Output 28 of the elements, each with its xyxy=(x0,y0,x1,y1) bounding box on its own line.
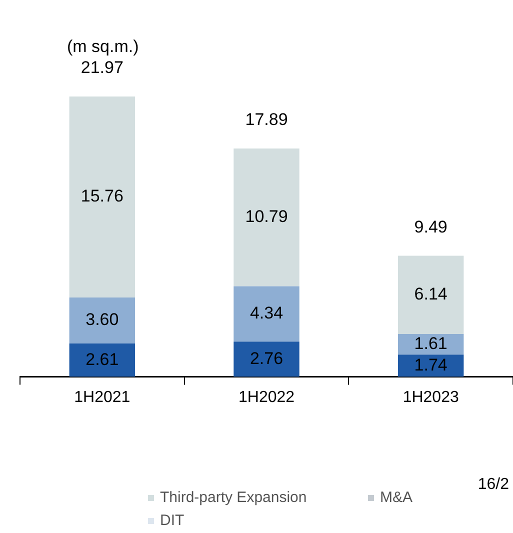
bar xyxy=(69,298,136,344)
data-label: 2.76 xyxy=(250,348,284,368)
data-label: 3.60 xyxy=(86,310,119,330)
total-label: 9.49 xyxy=(414,217,448,236)
bar xyxy=(69,96,136,298)
x-tick-label: 1H2022 xyxy=(238,388,295,406)
x-tick-label: 1H2021 xyxy=(74,388,130,406)
bar xyxy=(398,354,464,377)
bar xyxy=(234,148,300,286)
data-label: 1.74 xyxy=(414,355,448,374)
text: 16/2 xyxy=(478,476,509,494)
bar xyxy=(398,256,464,334)
legend-label: M&A xyxy=(380,489,413,506)
data-label: 1.61 xyxy=(414,334,448,354)
bar xyxy=(69,343,136,377)
total-label: 21.97 xyxy=(80,58,124,78)
bar xyxy=(234,342,300,377)
data-label: 4.34 xyxy=(250,304,284,323)
chart-subtitle: (m sq.m.) xyxy=(67,37,139,57)
legend-label: Third-party Expansion xyxy=(160,489,307,506)
data-label: 6.14 xyxy=(414,284,448,304)
legend-label: DIT xyxy=(160,512,184,530)
bar xyxy=(234,286,300,342)
total-label: 17.89 xyxy=(245,110,288,130)
data-label: 2.61 xyxy=(86,350,119,369)
x-tick-label: 1H2023 xyxy=(402,388,459,406)
data-label: 15.76 xyxy=(80,186,124,206)
data-label: 10.79 xyxy=(245,207,288,226)
